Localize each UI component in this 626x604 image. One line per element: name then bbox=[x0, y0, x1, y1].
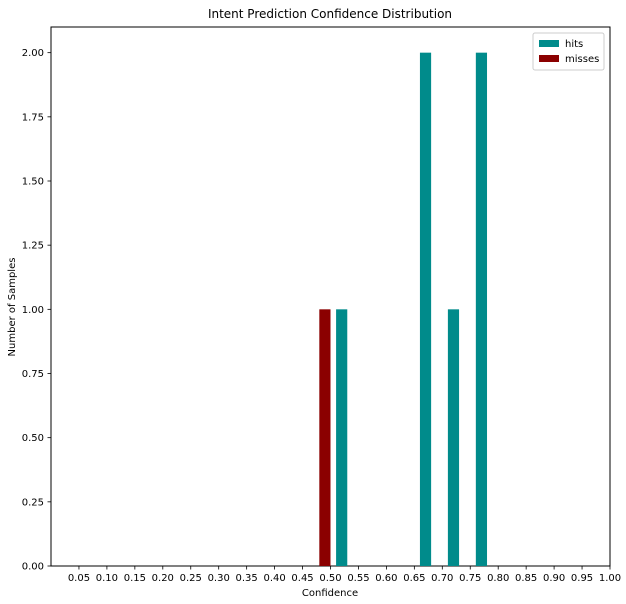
x-tick-label: 0.15 bbox=[124, 573, 146, 584]
bars-layer bbox=[319, 52, 488, 567]
x-tick-label: 0.85 bbox=[515, 573, 537, 584]
y-axis: 0.00 0.25 0.50 0.75 1.00 1.25 1.50 1.75 2.00 bbox=[22, 48, 51, 573]
legend: hits misses bbox=[532, 32, 605, 71]
x-tick-label: 0.65 bbox=[403, 573, 425, 584]
x-tick-label: 0.50 bbox=[319, 573, 341, 584]
legend-label-misses: misses bbox=[565, 54, 599, 65]
y-tick-label: 0.25 bbox=[22, 497, 44, 508]
x-tick-label: 0.70 bbox=[431, 573, 453, 584]
y-tick-label: 1.25 bbox=[22, 241, 44, 252]
x-tick-label: 0.80 bbox=[487, 573, 509, 584]
x-tick-label: 0.20 bbox=[152, 573, 174, 584]
bar-hits-3 bbox=[475, 52, 488, 567]
legend-swatch-hits bbox=[539, 40, 559, 47]
x-tick-label: 0.55 bbox=[347, 573, 369, 584]
x-tick-label: 0.90 bbox=[543, 573, 565, 584]
plot-area: 0.05 0.10 0.15 0.20 0.25 0.30 0.35 0.40 0.45 0.50… bbox=[22, 26, 621, 584]
bar-misses-0 bbox=[319, 309, 331, 566]
chart-title: Intent Prediction Confidence Distributio… bbox=[208, 7, 452, 21]
legend-label-hits: hits bbox=[565, 39, 583, 50]
y-tick-label: 0.00 bbox=[22, 562, 44, 573]
bar-hits-1 bbox=[419, 52, 432, 567]
y-tick-label: 0.50 bbox=[22, 433, 44, 444]
bar-hits-0 bbox=[336, 309, 348, 566]
y-tick-label: 1.50 bbox=[22, 177, 44, 188]
y-tick-label: 1.75 bbox=[22, 112, 44, 123]
bar-hits-2 bbox=[447, 309, 460, 566]
x-axis: 0.05 0.10 0.15 0.20 0.25 0.30 0.35 0.40 0.45 0.50… bbox=[68, 566, 621, 584]
x-tick-label: 0.10 bbox=[96, 573, 118, 584]
x-axis-title: Confidence bbox=[302, 588, 358, 599]
x-tick-label: 0.75 bbox=[459, 573, 481, 584]
x-tick-label: 0.30 bbox=[208, 573, 230, 584]
x-tick-label: 0.45 bbox=[291, 573, 313, 584]
y-tick-label: 1.00 bbox=[22, 305, 44, 316]
x-tick-label: 0.95 bbox=[571, 573, 593, 584]
y-tick-label: 0.75 bbox=[22, 369, 44, 380]
x-tick-label: 0.05 bbox=[68, 573, 90, 584]
y-axis-title: Number of Samples bbox=[7, 258, 18, 357]
x-tick-label: 0.25 bbox=[180, 573, 202, 584]
x-tick-label: 1.00 bbox=[599, 573, 621, 584]
y-tick-label: 2.00 bbox=[22, 48, 44, 59]
legend-swatch-misses bbox=[539, 55, 559, 62]
x-tick-label: 0.35 bbox=[236, 573, 258, 584]
x-tick-label: 0.40 bbox=[263, 573, 285, 584]
x-tick-label: 0.60 bbox=[375, 573, 397, 584]
